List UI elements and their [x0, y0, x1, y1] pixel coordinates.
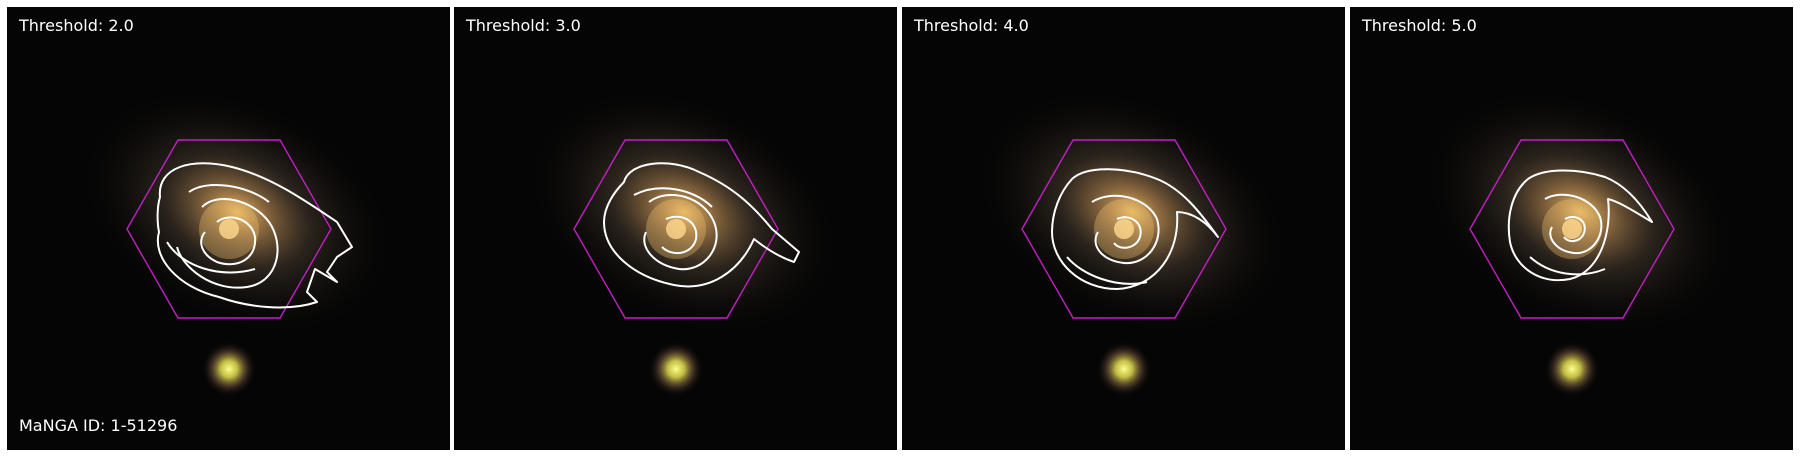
- galaxy-image: [75, 85, 399, 397]
- contour-lines: [1051, 168, 1219, 290]
- galaxy-halo: [1418, 85, 1742, 339]
- ifu-hexagon: [1469, 139, 1675, 319]
- ifu-hexagon: [573, 139, 779, 319]
- ifu-hexagon: [1021, 139, 1227, 319]
- ifu-hexagon: [126, 139, 332, 319]
- contour-lines: [156, 162, 353, 309]
- panel-threshold-2: Threshold: 3.0: [454, 7, 897, 450]
- galaxy-halo: [75, 85, 399, 339]
- panel-label: Threshold: 4.0: [914, 16, 1029, 35]
- panel-label: Threshold: 5.0: [1362, 16, 1477, 35]
- galaxy-id-label: MaNGA ID: 1-51296: [19, 416, 178, 435]
- panel-threshold-1: Threshold: 2.0 MaNGA ID: 1-51296: [7, 7, 450, 450]
- contour-lines: [603, 162, 800, 288]
- galaxy-image: [1418, 85, 1742, 397]
- galaxy-image: [970, 85, 1294, 397]
- panel-threshold-3: Threshold: 4.0: [902, 7, 1345, 450]
- galaxy-halo: [522, 85, 846, 339]
- foreground-star: [1096, 341, 1152, 397]
- contour-lines: [1507, 169, 1653, 282]
- foreground-star: [201, 341, 257, 397]
- galaxy-halo: [970, 85, 1294, 339]
- galaxy-image: [522, 85, 846, 397]
- panel-threshold-4: Threshold: 5.0: [1350, 7, 1793, 450]
- panel-label: Threshold: 2.0: [19, 16, 134, 35]
- foreground-star: [1544, 341, 1600, 397]
- foreground-star: [648, 341, 704, 397]
- panel-label: Threshold: 3.0: [466, 16, 581, 35]
